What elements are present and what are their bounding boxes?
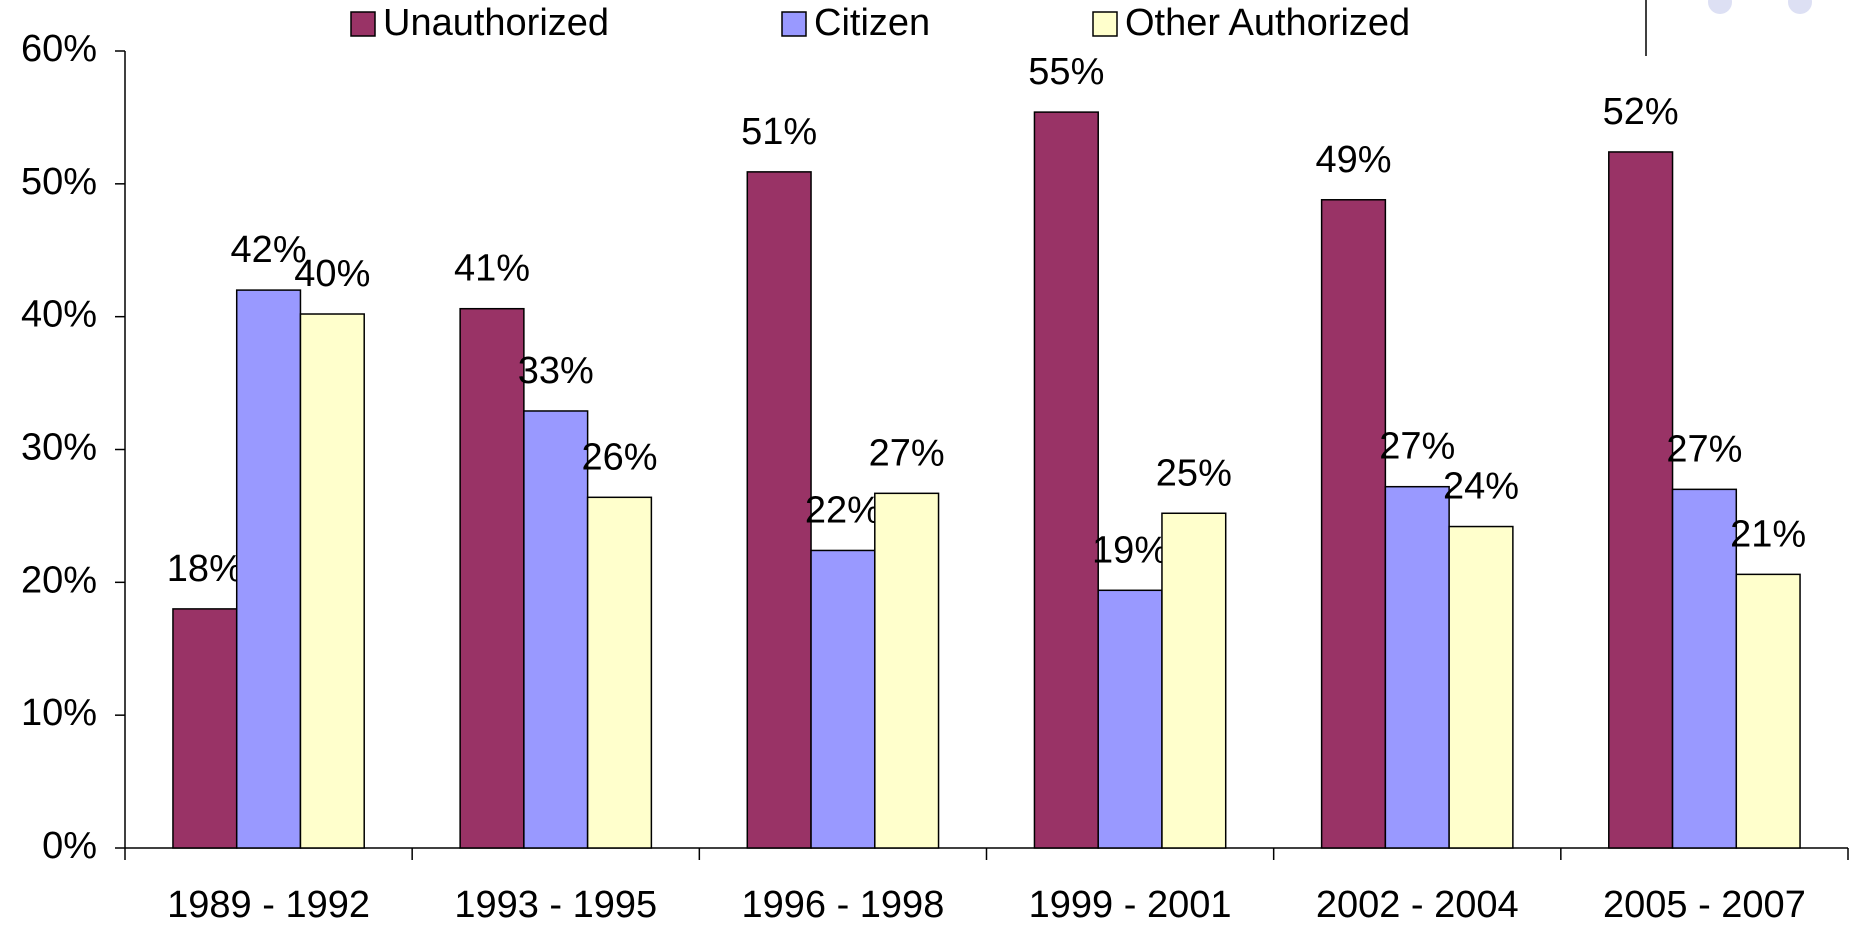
bar [1671, 488, 1738, 849]
bar [874, 492, 940, 849]
data-label: 52% [1603, 91, 1679, 133]
y-tick-label: 20% [21, 559, 97, 601]
y-tick-label: 40% [21, 294, 97, 336]
data-label: 40% [294, 253, 370, 295]
data-label: 27% [1379, 426, 1455, 468]
data-label: 27% [1666, 428, 1742, 470]
bar [1384, 485, 1450, 849]
decor-dot [1788, 0, 1812, 14]
data-label: 24% [1443, 466, 1519, 508]
data-label: 19% [1092, 529, 1168, 571]
bar [1033, 111, 1099, 849]
legend-swatch [350, 11, 376, 37]
decor-dot [1708, 0, 1732, 14]
x-tick-label: 1996 - 1998 [741, 884, 944, 926]
bar [810, 549, 876, 849]
legend-label: Unauthorized [383, 2, 609, 44]
data-label: 22% [805, 489, 881, 531]
bar [586, 496, 653, 849]
y-tick-label: 0% [42, 825, 97, 867]
legend-label: Other Authorized [1125, 2, 1410, 44]
x-tick-label: 2005 - 2007 [1603, 884, 1806, 926]
bar [1448, 525, 1514, 849]
y-tick-label: 60% [21, 28, 97, 70]
data-label: 49% [1315, 139, 1391, 181]
bar [1735, 573, 1801, 849]
y-tick-label: 30% [21, 427, 97, 469]
x-tick-label: 1989 - 1992 [167, 884, 370, 926]
x-tick-label: 1999 - 2001 [1029, 884, 1232, 926]
data-label: 25% [1156, 452, 1232, 494]
data-label: 21% [1730, 513, 1806, 555]
x-tick-label: 1993 - 1995 [454, 884, 657, 926]
bar [235, 289, 302, 849]
bar [299, 313, 365, 849]
data-label: 26% [581, 436, 657, 478]
bar [746, 171, 812, 849]
bar [1608, 151, 1674, 849]
data-label: 41% [454, 248, 530, 290]
legend-swatch [781, 11, 807, 37]
legend-label: Citizen [814, 2, 930, 44]
legend-swatch [1092, 11, 1118, 37]
y-tick-label: 50% [21, 161, 97, 203]
bar [172, 608, 238, 849]
bar [459, 307, 525, 849]
data-label: 42% [231, 229, 307, 271]
y-tick-label: 10% [21, 692, 97, 734]
bar [523, 410, 589, 849]
bar [1161, 512, 1227, 849]
x-tick-label: 2002 - 2004 [1316, 884, 1519, 926]
data-label: 27% [869, 432, 945, 474]
data-label: 55% [1028, 51, 1104, 93]
data-label: 33% [518, 350, 594, 392]
bar [1320, 199, 1387, 849]
data-label: 51% [741, 111, 817, 153]
data-label: 18% [167, 548, 243, 590]
bar [1097, 589, 1163, 849]
